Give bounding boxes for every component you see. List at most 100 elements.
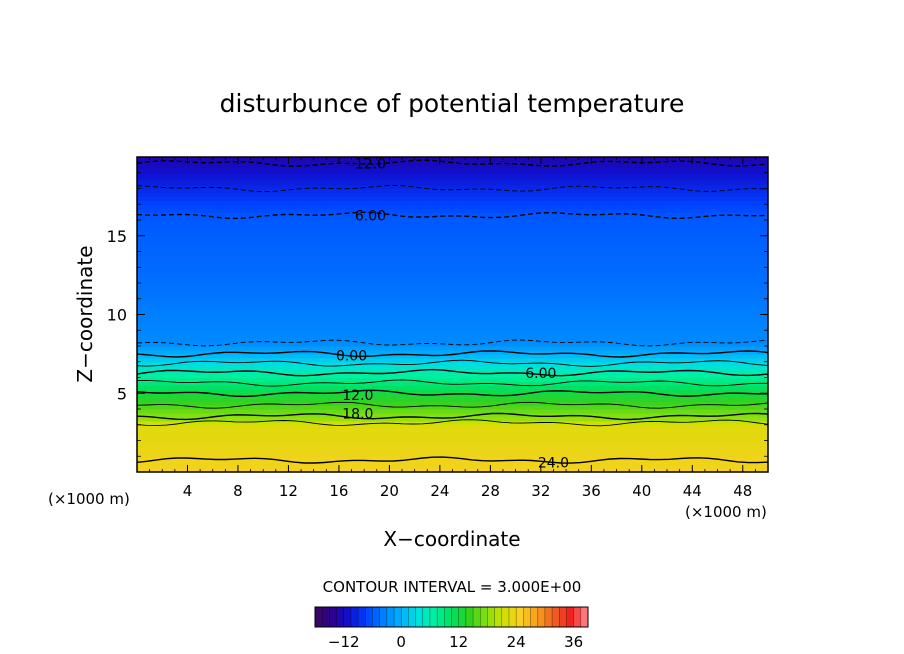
contour-band bbox=[137, 440, 768, 446]
colorbar-cell bbox=[559, 607, 567, 627]
contour-band bbox=[137, 216, 768, 221]
contour-band bbox=[137, 349, 768, 355]
colorbar-cell bbox=[379, 607, 388, 627]
contour-band bbox=[137, 464, 768, 469]
contour-band bbox=[137, 298, 768, 304]
contour-band bbox=[137, 168, 768, 174]
colorbar-cell bbox=[544, 607, 553, 627]
contour-band bbox=[137, 456, 768, 461]
contour-band bbox=[137, 251, 768, 257]
contour-band bbox=[137, 314, 768, 320]
contour-band bbox=[137, 448, 768, 453]
contour-band bbox=[137, 346, 768, 351]
contour-band bbox=[137, 405, 768, 410]
contour-band bbox=[137, 231, 768, 237]
colorbar-cell bbox=[422, 607, 431, 627]
contour-interval-text: CONTOUR INTERVAL = 3.000E+00 bbox=[323, 578, 582, 596]
contour-band bbox=[137, 365, 768, 371]
y-tick-label: 15 bbox=[107, 227, 127, 246]
colorbar-cell bbox=[372, 607, 380, 627]
x-tick-label: 28 bbox=[481, 482, 500, 500]
contour-line bbox=[137, 379, 768, 387]
contour-label: 24.0 bbox=[538, 456, 569, 472]
contour-band bbox=[137, 192, 768, 197]
contour-band bbox=[137, 302, 768, 308]
colorbar-cell bbox=[315, 607, 323, 627]
colorbar-frame bbox=[314, 606, 589, 628]
x-tick-label: 20 bbox=[380, 482, 399, 500]
y-tick-label: 10 bbox=[107, 306, 127, 325]
contour-band bbox=[137, 220, 768, 225]
contour-band bbox=[137, 412, 768, 418]
y-tick-label: 5 bbox=[117, 384, 127, 403]
colorbar-cell bbox=[429, 607, 438, 627]
contour-band bbox=[137, 401, 768, 406]
x-tick-label: 32 bbox=[531, 482, 550, 500]
x-unit-left: (×1000 m) bbox=[48, 490, 130, 508]
contour-band bbox=[137, 318, 768, 323]
contour-band bbox=[137, 393, 768, 398]
contour-band bbox=[137, 267, 768, 272]
contour-band bbox=[137, 184, 768, 190]
colorbar-tick-label: 24 bbox=[507, 633, 526, 651]
contour-band bbox=[137, 420, 768, 426]
contour-band bbox=[137, 361, 768, 367]
contour-band bbox=[137, 389, 768, 394]
contour-band bbox=[137, 255, 768, 260]
contour-label: 0.00 bbox=[336, 348, 367, 364]
contour-band bbox=[137, 424, 768, 430]
contour-band bbox=[137, 247, 768, 253]
contour-band bbox=[137, 275, 768, 280]
contour-line bbox=[137, 184, 768, 193]
y-axis-label: Z−coordinate bbox=[73, 245, 97, 382]
colorbar-cell bbox=[537, 607, 546, 627]
colorbar-tick-label: 12 bbox=[449, 633, 468, 651]
colorbar-cell bbox=[451, 607, 459, 627]
colorbar bbox=[314, 606, 589, 628]
colorbar-cell bbox=[350, 607, 359, 627]
colorbar-cell bbox=[394, 607, 402, 627]
colorbar-cell bbox=[437, 607, 445, 627]
contour-band bbox=[137, 204, 768, 209]
contour-band bbox=[137, 353, 768, 359]
contour-band bbox=[137, 322, 768, 327]
chart-title: disturbunce of potential temperature bbox=[220, 89, 685, 118]
contour-band bbox=[137, 208, 768, 213]
contour-band bbox=[137, 243, 768, 249]
contour-label: 6.00 bbox=[355, 208, 386, 224]
contour-line bbox=[137, 419, 768, 427]
colorbar-cell bbox=[530, 607, 539, 627]
contour-band bbox=[137, 294, 768, 300]
contour-line bbox=[137, 368, 768, 377]
contour-label: 12.0 bbox=[355, 156, 386, 172]
colorbar-cell bbox=[458, 607, 467, 627]
contour-band bbox=[137, 172, 768, 178]
contour-band bbox=[137, 239, 768, 245]
x-tick-label: 40 bbox=[632, 482, 651, 500]
contour-line bbox=[137, 389, 768, 398]
colorbar-tick-label: 0 bbox=[396, 633, 406, 651]
colorbar-tick-label: −12 bbox=[328, 633, 360, 651]
contour-band bbox=[137, 164, 768, 170]
colorbar-cell bbox=[322, 607, 330, 627]
contour-band bbox=[137, 290, 768, 296]
contour-band bbox=[137, 428, 768, 434]
contour-band bbox=[137, 271, 768, 276]
colorbar-cell bbox=[473, 607, 481, 627]
contour-band bbox=[137, 259, 768, 264]
contour-band bbox=[137, 306, 768, 312]
colorbar-cell bbox=[444, 607, 452, 627]
x-tick-label: 12 bbox=[279, 482, 298, 500]
contour-band bbox=[137, 381, 768, 386]
contour-band bbox=[137, 223, 768, 229]
contour-band bbox=[137, 196, 768, 201]
colorbar-cell bbox=[480, 607, 488, 627]
x-tick-label: 44 bbox=[683, 482, 702, 500]
contour-label: 18.0 bbox=[342, 407, 373, 423]
colorbar-cell bbox=[336, 607, 345, 627]
colorbar-cell bbox=[523, 607, 531, 627]
x-tick-label: 48 bbox=[733, 482, 752, 500]
contour-band bbox=[137, 235, 768, 241]
x-tick-label: 36 bbox=[582, 482, 601, 500]
